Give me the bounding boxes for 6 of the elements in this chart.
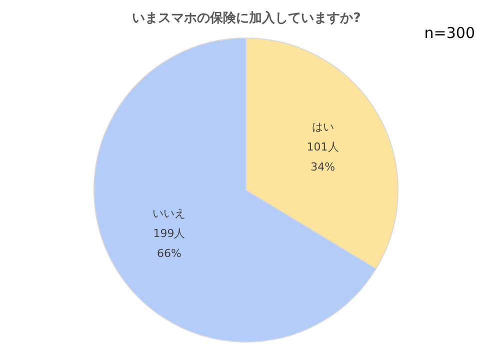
chart-title: いまスマホの保険に加入していますか? bbox=[132, 10, 361, 26]
data-label: 199人 66% bbox=[153, 227, 186, 260]
slice-label: いいえ bbox=[152, 207, 186, 220]
data-label: 101人 34% bbox=[306, 140, 339, 174]
slice-label: はい bbox=[312, 120, 334, 134]
text: n=300 bbox=[424, 24, 475, 42]
